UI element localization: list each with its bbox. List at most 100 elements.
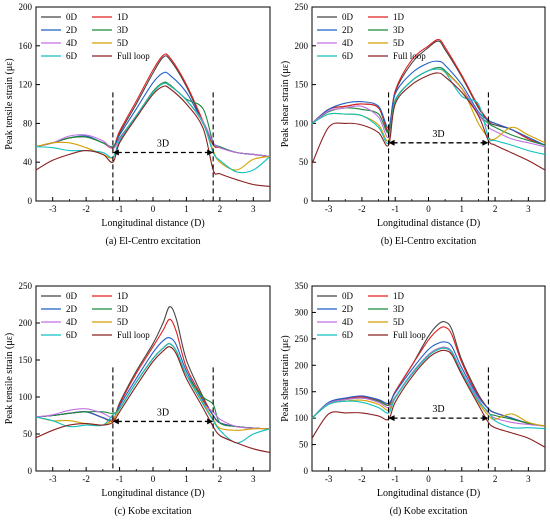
panel-caption: (b) El-Centro excitation	[381, 236, 477, 247]
legend-label: 1D	[117, 12, 129, 22]
y-tick-label: 250	[295, 2, 309, 12]
y-axis-label: Peak shear strain (με)	[280, 335, 291, 421]
legend-label: 6D	[342, 330, 354, 340]
series-line-2d	[35, 337, 271, 430]
x-tick-label: -1	[391, 474, 399, 484]
series-line-5d	[311, 347, 546, 427]
panel-caption: (a) El-Centro excitation	[106, 236, 201, 247]
y-tick-label: 250	[295, 334, 309, 344]
legend: 0D 1D 2D 3D 4D 5D 6D Full loop	[41, 291, 150, 340]
chart-panel-3: 0 50 100 150 200 250 -3 -2 -1 0 1 2 3 Longitudinal di…	[4, 281, 271, 517]
y-tick-label: 200	[19, 2, 33, 12]
panel-caption: (c) Kobe excitation	[114, 506, 191, 517]
y-tick-label: 0	[304, 466, 309, 476]
y-tick-label: 50	[299, 440, 309, 450]
legend-label: 2D	[342, 25, 354, 35]
x-tick-label: 2	[493, 474, 498, 484]
legend-label: 3D	[393, 304, 405, 314]
series-line-6d	[35, 82, 271, 174]
annotation-arrowhead-left	[112, 418, 119, 425]
y-tick-label: 100	[19, 392, 33, 402]
legend: 0D 1D 2D 3D 4D 5D 6D Full loop	[41, 12, 150, 61]
legend-label: 4D	[342, 317, 354, 327]
series-line-2d	[311, 60, 546, 146]
x-tick-label: 1	[184, 204, 189, 214]
series-line-5d	[35, 82, 271, 171]
legend-label: 0D	[342, 291, 354, 301]
x-tick-label: -2	[82, 474, 90, 484]
x-tick-label: 0	[426, 474, 431, 484]
annotation-arrowhead-left	[388, 415, 395, 422]
legend: 0D 1D 2D 3D 4D 5D 6D Full loop	[317, 291, 426, 340]
y-tick-label: 150	[19, 355, 33, 365]
legend-label: 3D	[393, 25, 405, 35]
annotation-arrowhead-right	[482, 415, 489, 422]
y-tick-label: 100	[295, 118, 309, 128]
legend-label: 4D	[342, 38, 354, 48]
y-tick-label: 350	[295, 281, 309, 291]
y-tick-label: 100	[295, 413, 309, 423]
y-tick-label: 50	[299, 157, 309, 167]
plot-frame	[35, 6, 271, 202]
x-tick-label: 0	[151, 204, 156, 214]
legend-label: 0D	[66, 291, 78, 301]
y-tick-label: 120	[19, 80, 33, 90]
chart-panel-1: 0 40 80 120 160 200 -3 -2 -1 0 1 2 3 Longitudinal dis…	[4, 2, 271, 247]
legend: 0D 1D 2D 3D 4D 5D 6D Full loop	[317, 12, 426, 61]
y-tick-label: 200	[295, 360, 309, 370]
y-tick-label: 150	[295, 80, 309, 90]
x-axis-label: Longitudinal distance (D)	[377, 488, 480, 499]
legend-label: 2D	[66, 25, 78, 35]
legend-label: 2D	[66, 304, 78, 314]
series-line-full-loop	[35, 346, 271, 454]
annotation-arrowhead-right	[207, 149, 214, 156]
series-line-full-loop	[311, 349, 546, 448]
series-line-2d	[311, 341, 546, 427]
legend-label: 5D	[117, 38, 129, 48]
x-tick-label: -3	[49, 204, 57, 214]
series-line-3d	[311, 66, 546, 146]
y-tick-label: 250	[19, 281, 33, 291]
x-axis-label: Longitudinal distance (D)	[377, 218, 480, 229]
x-tick-label: -2	[82, 204, 90, 214]
series-line-3d	[35, 343, 271, 430]
y-tick-label: 200	[19, 318, 33, 328]
y-tick-label: 80	[23, 118, 33, 128]
x-tick-label: -2	[358, 204, 366, 214]
series-line-4d	[35, 343, 271, 430]
panel-caption: (d) Kobe excitation	[390, 506, 468, 517]
legend-label: 4D	[66, 38, 78, 48]
series-line-6d	[35, 343, 271, 444]
x-tick-label: 1	[460, 474, 465, 484]
x-tick-label: 3	[526, 204, 531, 214]
annotation-arrowhead-right	[207, 418, 214, 425]
legend-label: Full loop	[393, 330, 426, 340]
x-tick-label: 1	[460, 204, 465, 214]
annotation-label: 3D	[432, 129, 444, 140]
legend-label: 1D	[393, 291, 405, 301]
legend-label: 5D	[117, 317, 129, 327]
y-axis-label: Peak shear strain (με)	[280, 61, 291, 147]
y-axis-label: Peak tensile strain (με)	[4, 333, 15, 424]
x-tick-label: 2	[218, 474, 223, 484]
y-tick-label: 50	[23, 429, 33, 439]
legend-label: 0D	[342, 12, 354, 22]
series-line-6d	[311, 68, 546, 155]
y-tick-label: 150	[295, 387, 309, 397]
y-tick-label: 40	[23, 157, 33, 167]
series-line-full-loop	[35, 85, 271, 187]
series-line-5d	[35, 343, 271, 431]
x-tick-label: 2	[218, 204, 223, 214]
x-tick-label: -1	[391, 204, 399, 214]
x-tick-label: 2	[493, 204, 498, 214]
legend-label: 3D	[117, 25, 129, 35]
x-tick-label: -1	[116, 474, 124, 484]
x-tick-label: 3	[251, 204, 256, 214]
y-tick-label: 0	[28, 466, 33, 476]
x-tick-label: -3	[325, 474, 333, 484]
x-tick-label: 1	[184, 474, 189, 484]
legend-label: Full loop	[117, 330, 150, 340]
legend-label: 6D	[342, 51, 354, 61]
x-tick-label: -1	[116, 204, 124, 214]
